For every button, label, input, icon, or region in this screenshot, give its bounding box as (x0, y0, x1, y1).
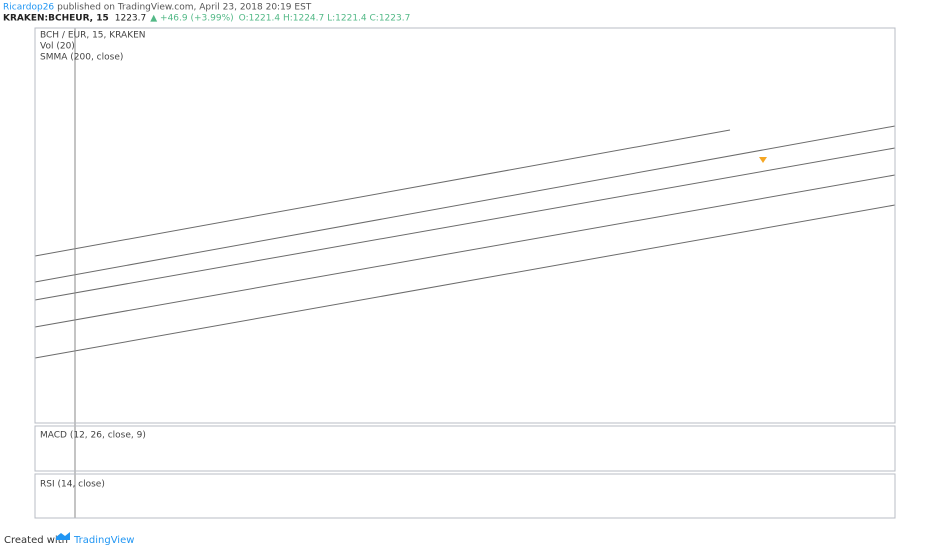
channel-line (34, 125, 896, 283)
channel-line (34, 204, 896, 359)
signal-marker (759, 157, 767, 163)
footer-created: Created with (4, 535, 68, 546)
channel-line (34, 174, 896, 328)
labels: Ricardop26 published on TradingView.com,… (3, 3, 410, 547)
symbol: KRAKEN:BCHEUR, 15 (3, 14, 109, 24)
author[interactable]: Ricardop26 (3, 3, 54, 13)
ohlc: O:1221.4 H:1224.7 L:1221.4 C:1223.7 (239, 14, 411, 24)
pane-frames (34, 27, 896, 519)
rsi-pane-frame (34, 473, 896, 519)
footer-brand[interactable]: TradingView (73, 535, 134, 546)
main-pane-frame (34, 27, 896, 424)
macd-title: MACD (12, 26, close, 9) (40, 431, 146, 441)
brand-logo[interactable] (56, 532, 70, 540)
channel-line (34, 129, 731, 257)
rsi-title: RSI (14, close) (40, 480, 105, 490)
last-price: 1223.7 (115, 14, 147, 24)
channel-drawing (34, 28, 896, 518)
legend-indicator: SMMA (200, close) (40, 53, 123, 63)
channel-line (34, 147, 896, 301)
published-note: published on TradingView.com, April 23, … (57, 3, 312, 13)
legend-title: BCH / EUR, 15, KRAKEN (40, 31, 146, 41)
price-change: ▲ +46.9 (+3.99%) (150, 14, 233, 24)
macd-pane-frame (34, 425, 896, 472)
legend-indicator: Vol (20) (40, 42, 75, 52)
